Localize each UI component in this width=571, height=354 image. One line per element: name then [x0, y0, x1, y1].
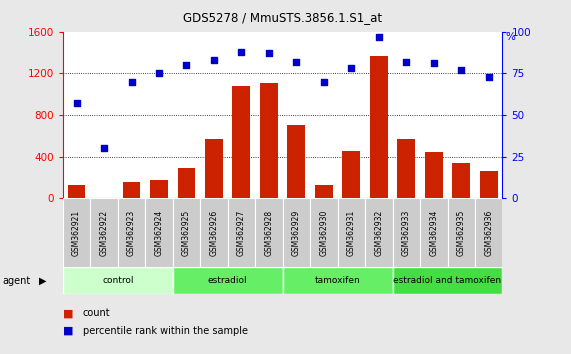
- Bar: [283, 267, 393, 294]
- Point: [237, 49, 246, 55]
- Bar: [310, 198, 337, 267]
- Bar: [420, 198, 448, 267]
- Text: GSM362925: GSM362925: [182, 210, 191, 256]
- Point: [429, 61, 439, 66]
- Text: %: %: [505, 32, 515, 42]
- Text: ■: ■: [63, 308, 73, 318]
- Point: [347, 65, 356, 71]
- Bar: [425, 153, 443, 198]
- Bar: [63, 198, 90, 267]
- Text: estradiol: estradiol: [208, 276, 247, 285]
- Text: GSM362935: GSM362935: [457, 210, 466, 256]
- Point: [154, 71, 163, 76]
- Bar: [205, 139, 223, 198]
- Text: ■: ■: [63, 326, 73, 336]
- Text: GSM362932: GSM362932: [375, 210, 383, 256]
- Text: GSM362936: GSM362936: [484, 210, 493, 256]
- Bar: [255, 198, 283, 267]
- Bar: [315, 185, 333, 198]
- Text: agent: agent: [3, 275, 31, 286]
- Text: GSM362928: GSM362928: [264, 210, 274, 256]
- Text: GSM362931: GSM362931: [347, 210, 356, 256]
- Bar: [173, 198, 200, 267]
- Point: [484, 74, 493, 80]
- Bar: [150, 180, 168, 198]
- Bar: [123, 182, 140, 198]
- Bar: [480, 171, 498, 198]
- Point: [99, 145, 108, 151]
- Bar: [178, 168, 195, 198]
- Bar: [365, 198, 393, 267]
- Text: tamoxifen: tamoxifen: [315, 276, 360, 285]
- Point: [374, 34, 383, 40]
- Bar: [370, 56, 388, 198]
- Text: GSM362929: GSM362929: [292, 210, 301, 256]
- Text: GSM362924: GSM362924: [155, 210, 163, 256]
- Bar: [283, 198, 310, 267]
- Point: [182, 62, 191, 68]
- Bar: [287, 125, 305, 198]
- Text: GSM362930: GSM362930: [319, 210, 328, 256]
- Bar: [232, 86, 250, 198]
- Bar: [393, 198, 420, 267]
- Point: [210, 57, 219, 63]
- Bar: [63, 267, 173, 294]
- Bar: [393, 267, 502, 294]
- Point: [402, 59, 411, 65]
- Text: GSM362934: GSM362934: [429, 210, 439, 256]
- Bar: [337, 198, 365, 267]
- Text: GSM362926: GSM362926: [210, 210, 219, 256]
- Bar: [475, 198, 502, 267]
- Point: [319, 79, 328, 85]
- Bar: [90, 198, 118, 267]
- Bar: [448, 198, 475, 267]
- Bar: [67, 185, 86, 198]
- Text: estradiol and tamoxifen: estradiol and tamoxifen: [393, 276, 501, 285]
- Bar: [343, 152, 360, 198]
- Text: GSM362923: GSM362923: [127, 210, 136, 256]
- Point: [127, 79, 136, 85]
- Text: count: count: [83, 308, 110, 318]
- Bar: [200, 198, 228, 267]
- Text: GSM362921: GSM362921: [72, 210, 81, 256]
- Text: GSM362927: GSM362927: [237, 210, 246, 256]
- Bar: [452, 163, 470, 198]
- Point: [457, 67, 466, 73]
- Text: control: control: [102, 276, 134, 285]
- Point: [72, 101, 81, 106]
- Text: GDS5278 / MmuSTS.3856.1.S1_at: GDS5278 / MmuSTS.3856.1.S1_at: [183, 11, 382, 24]
- Text: GSM362922: GSM362922: [99, 210, 108, 256]
- Point: [264, 51, 274, 56]
- Text: GSM362933: GSM362933: [402, 210, 411, 256]
- Bar: [260, 83, 278, 198]
- Bar: [173, 267, 283, 294]
- Bar: [397, 139, 415, 198]
- Text: percentile rank within the sample: percentile rank within the sample: [83, 326, 248, 336]
- Bar: [118, 198, 145, 267]
- Point: [292, 59, 301, 65]
- Text: ▶: ▶: [39, 275, 46, 286]
- Bar: [228, 198, 255, 267]
- Bar: [145, 198, 173, 267]
